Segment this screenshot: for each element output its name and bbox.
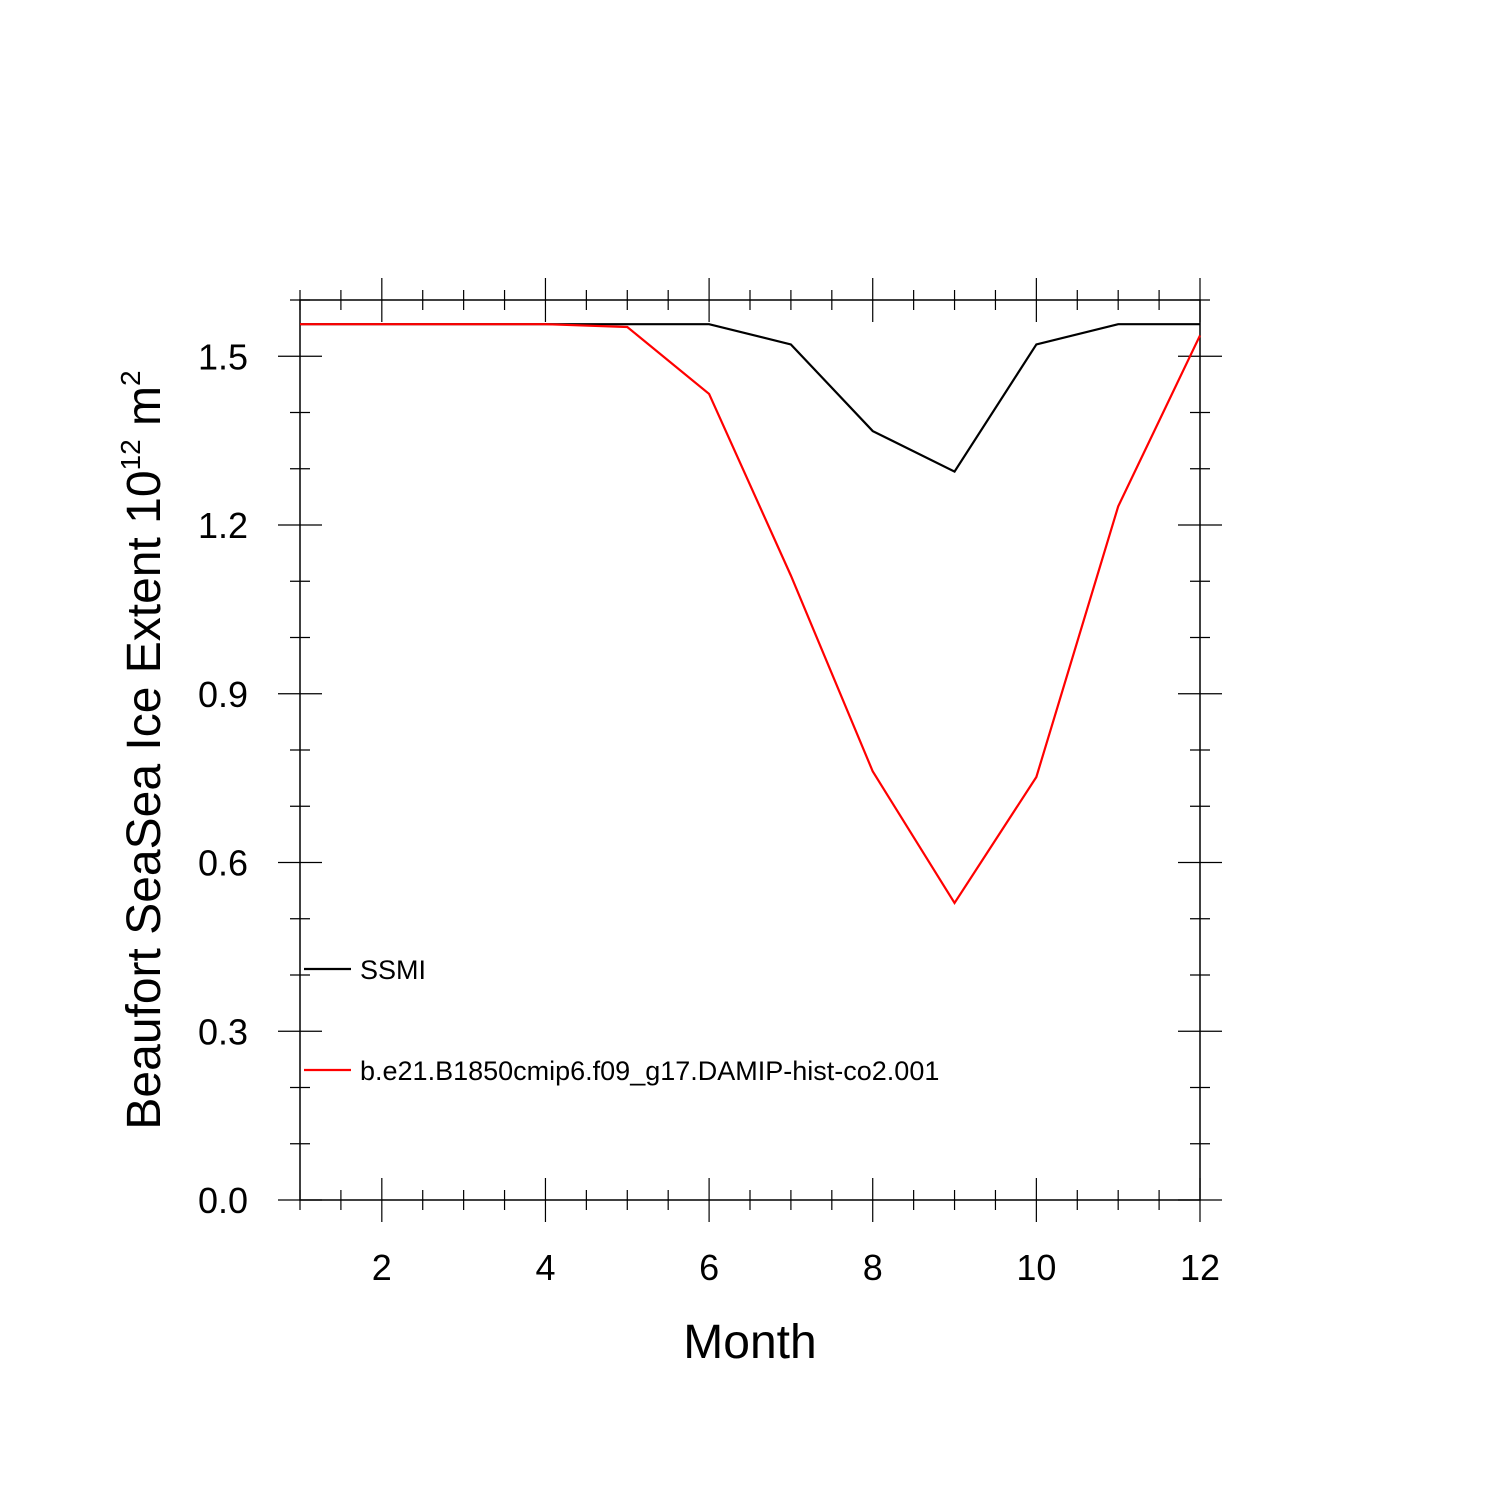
- x-tick-label: 4: [535, 1247, 555, 1288]
- tick-labels: 2 4 6 8 10 12 0.0 0.3 0.6 0.9 1.2 1.5: [198, 336, 1220, 1288]
- x-tick-label: 2: [372, 1247, 392, 1288]
- y-axis-title-unit-base: m: [118, 386, 171, 426]
- plot-frame: [299, 299, 1201, 1201]
- series-lines: [300, 323, 1201, 906]
- series-line-1: [300, 323, 1200, 473]
- y-axis-title-main: Beaufort SeaSea Ice Extent 10: [118, 470, 171, 1129]
- x-tick-label: 6: [699, 1247, 719, 1288]
- y-axis-title: Beaufort SeaSea Ice Extent 1012 m2: [115, 370, 171, 1129]
- y-tick-label: 0.9: [198, 674, 248, 715]
- y-tick-label: 1.2: [198, 505, 248, 546]
- series-line-2: [300, 323, 1201, 906]
- y-axis-title-unit: [118, 426, 171, 439]
- y-axis-title-unit-exponent: 2: [115, 370, 146, 386]
- y-axis-title-exponent: 12: [115, 439, 146, 470]
- y-tick-label: 0.0: [198, 1180, 248, 1221]
- x-tick-label: 12: [1180, 1247, 1220, 1288]
- x-axis-title: Month: [683, 1316, 816, 1369]
- legend-label-1: SSMI: [360, 955, 426, 985]
- legend: SSMI b.e21.B1850cmip6.f09_g17.DAMIP-hist-…: [304, 955, 939, 1086]
- y-tick-label: 0.3: [198, 1011, 248, 1052]
- y-tick-label: 0.6: [198, 843, 248, 884]
- x-tick-label: 10: [1016, 1247, 1056, 1288]
- y-tick-label: 1.5: [198, 336, 248, 377]
- x-tick-label: 8: [863, 1247, 883, 1288]
- legend-label-2: b.e21.B1850cmip6.f09_g17.DAMIP-hist-co2.…: [360, 1056, 939, 1086]
